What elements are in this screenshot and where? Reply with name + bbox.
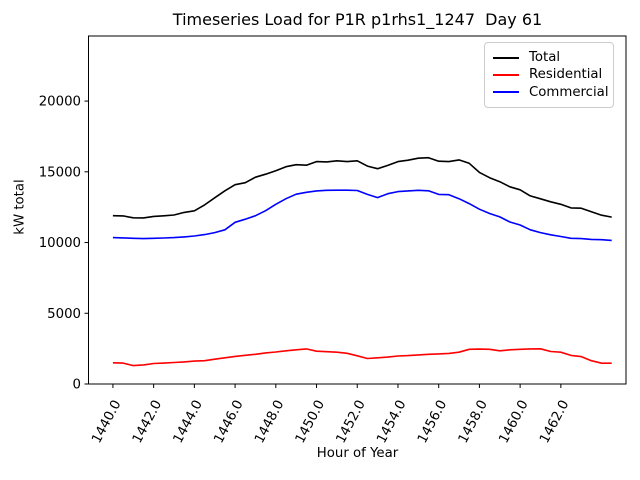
x-tick-label: 1448.0 (252, 398, 287, 446)
series-line-total (112, 156, 612, 219)
y-tick-label: 15000 (39, 165, 81, 180)
y-axis-label: kW total (12, 179, 28, 235)
x-tick-label: 1452.0 (334, 398, 369, 446)
axis-ticks: 1440.0 1442.0 1444.0 1446.0 1448.0 1450.0 1452… (39, 95, 573, 446)
x-axis-label: Hour of Year (316, 446, 399, 461)
chart-title: Timeseries Load for P1R p1rhs1_1247 Day … (172, 10, 543, 29)
x-tick-label: 1456.0 (415, 398, 450, 446)
legend-label-commercial: Commercial (529, 84, 609, 100)
x-tick-label: 1444.0 (171, 398, 206, 446)
series-line-residential (112, 347, 612, 367)
series-lines (112, 156, 612, 367)
x-tick-label: 1442.0 (130, 398, 165, 446)
axes-spines (88, 35, 627, 385)
x-tick-label: 1458.0 (456, 398, 491, 446)
x-tick-label: 1462.0 (537, 398, 572, 446)
legend-item-total: Total (493, 49, 605, 66)
legend-item-residential: Residential (493, 66, 605, 83)
legend: Total Residential Commercial (484, 42, 614, 108)
y-tick-label: 10000 (39, 236, 81, 251)
legend-line-swatch-residential (493, 73, 519, 76)
legend-label-residential: Residential (529, 67, 603, 83)
y-tick-label: 5000 (47, 307, 81, 322)
series-line-commercial (112, 189, 612, 242)
axes-frame (88, 35, 627, 385)
x-tick-label: 1450.0 (293, 398, 328, 446)
x-tick-label: 1440.0 (89, 398, 124, 446)
x-tick-label: 1460.0 (497, 398, 532, 446)
legend-label-total: Total (529, 50, 561, 66)
y-tick-label: 20000 (39, 95, 81, 110)
legend-item-commercial: Commercial (493, 84, 609, 101)
y-tick-label: 0 (73, 378, 81, 393)
x-tick-label: 1454.0 (374, 398, 409, 446)
x-tick-label: 1446.0 (212, 398, 247, 446)
legend-line-swatch-total (493, 56, 519, 59)
legend-line-swatch-commercial (493, 91, 519, 94)
